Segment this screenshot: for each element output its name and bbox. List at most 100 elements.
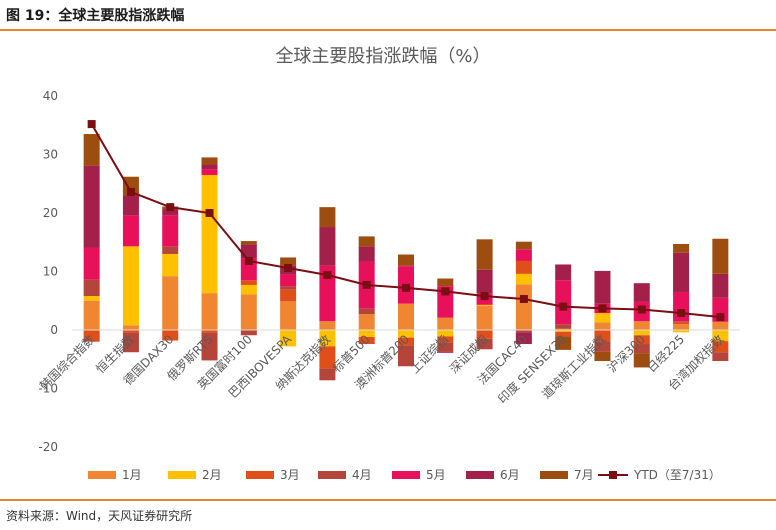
stacked-bar-chart: 全球主要股指涨跌幅（%） -20 -10 0 10 20 30 40 韩国综合指数恒生指数德… xyxy=(36,46,740,482)
bar-segment xyxy=(594,330,611,342)
bar-segment xyxy=(162,253,179,277)
top-rule xyxy=(0,29,776,31)
bar-segment xyxy=(162,209,179,216)
bar-segment xyxy=(555,280,572,325)
x-axis-labels: 韩国综合指数恒生指数德国DAX30俄罗斯RTS英国富时100巴西IBOVESPA… xyxy=(36,332,726,407)
bar-segment xyxy=(398,345,414,367)
bar-segment xyxy=(162,276,179,330)
bar-segment xyxy=(162,330,179,341)
bar-segment xyxy=(594,341,611,352)
bar-segment xyxy=(673,252,690,292)
bar-segment xyxy=(358,337,375,345)
bar-segment xyxy=(594,270,611,304)
bar-segment xyxy=(201,332,218,361)
bar-segment xyxy=(280,289,297,302)
bar-segment xyxy=(712,321,729,330)
legend-swatch xyxy=(540,471,568,479)
bar-segment xyxy=(83,300,100,330)
bar-segment xyxy=(673,330,690,333)
legend-label: 7月 xyxy=(574,468,594,482)
bar-segment xyxy=(201,157,218,165)
bar-segment xyxy=(280,286,297,290)
bar-segment xyxy=(398,254,414,266)
bar-segment xyxy=(633,321,650,330)
bar-segment xyxy=(83,279,100,297)
ytd-marker xyxy=(637,305,646,314)
bar-segment xyxy=(633,353,650,368)
bar-segment xyxy=(712,352,729,362)
bar-segment xyxy=(319,368,336,381)
bar-segment xyxy=(83,296,100,301)
ytd-marker xyxy=(244,256,253,265)
bar-segment xyxy=(83,247,100,280)
bar-segment xyxy=(240,284,257,295)
y-tick-label: -10 xyxy=(38,382,58,396)
bar-segment xyxy=(437,351,454,353)
bar-segment xyxy=(122,246,139,326)
bar-segment xyxy=(555,336,572,350)
figure-title: 图 19：全球主要股指涨跌幅 xyxy=(6,8,185,24)
legend-label: 4月 xyxy=(352,468,372,482)
bar-segment xyxy=(673,324,690,330)
bar-segment xyxy=(437,336,454,343)
source-note: 资料来源：Wind，天风证券研究所 xyxy=(6,509,193,523)
ytd-marker xyxy=(598,304,607,313)
bar-segment xyxy=(122,195,139,216)
bar-segment xyxy=(358,236,375,247)
legend-swatch xyxy=(246,471,274,479)
bar-segment xyxy=(633,344,650,354)
legend-label: 2月 xyxy=(202,468,222,482)
ytd-marker xyxy=(166,203,175,212)
bar-segment xyxy=(280,257,297,266)
bar-segment xyxy=(201,293,218,330)
legend-ytd-marker xyxy=(609,471,617,479)
bar-segment xyxy=(398,303,414,330)
bar-segment xyxy=(398,330,414,338)
bar-segment xyxy=(83,134,100,166)
y-axis: -20 -10 0 10 20 30 40 xyxy=(38,89,58,454)
bar-segment xyxy=(437,317,454,330)
bar-segment xyxy=(515,284,532,330)
bar-segment xyxy=(319,321,336,330)
ytd-marker xyxy=(205,209,214,217)
ytd-marker xyxy=(559,302,568,311)
bar-segment xyxy=(162,246,179,254)
bar-segment xyxy=(319,227,336,266)
bar-segment xyxy=(555,324,572,329)
bar-segment xyxy=(673,321,690,323)
bar-segment xyxy=(476,269,493,294)
bar-segment xyxy=(201,169,218,175)
bar-segment xyxy=(515,330,532,333)
bar-segment xyxy=(476,330,493,339)
y-tick-label: -20 xyxy=(38,440,58,454)
bar-segment xyxy=(515,332,532,345)
bar-segment xyxy=(437,278,454,287)
bottom-rule xyxy=(0,499,776,501)
bar-segment xyxy=(555,328,572,330)
ytd-marker xyxy=(362,280,371,289)
bar-segment xyxy=(319,330,336,347)
bar-segment xyxy=(319,265,336,322)
legend-swatch xyxy=(168,471,196,479)
bar-segment xyxy=(240,330,257,336)
chart-legend: 1月 2月 3月 4月 5月 6月 7月 YTD（至7/31） xyxy=(88,468,721,482)
bar-segment xyxy=(594,322,611,330)
bar-segment xyxy=(358,246,375,262)
ytd-marker xyxy=(126,187,135,196)
y-tick-label: 20 xyxy=(43,206,58,220)
ytd-marker xyxy=(480,292,489,301)
bar-segment xyxy=(476,239,493,270)
bar-segment xyxy=(201,330,218,333)
y-tick-label: 0 xyxy=(50,323,58,337)
bar-segment xyxy=(240,280,257,285)
bar-segment xyxy=(633,283,650,302)
bar-segment xyxy=(201,164,218,170)
bar-segment xyxy=(555,331,572,337)
legend-label: YTD（至7/31） xyxy=(633,468,721,482)
bar-segment xyxy=(398,265,414,267)
ytd-marker xyxy=(284,263,293,272)
bar-segment xyxy=(555,264,572,281)
bar-segment xyxy=(712,330,729,342)
bar-segment xyxy=(240,241,257,245)
bar-segment xyxy=(673,322,690,325)
